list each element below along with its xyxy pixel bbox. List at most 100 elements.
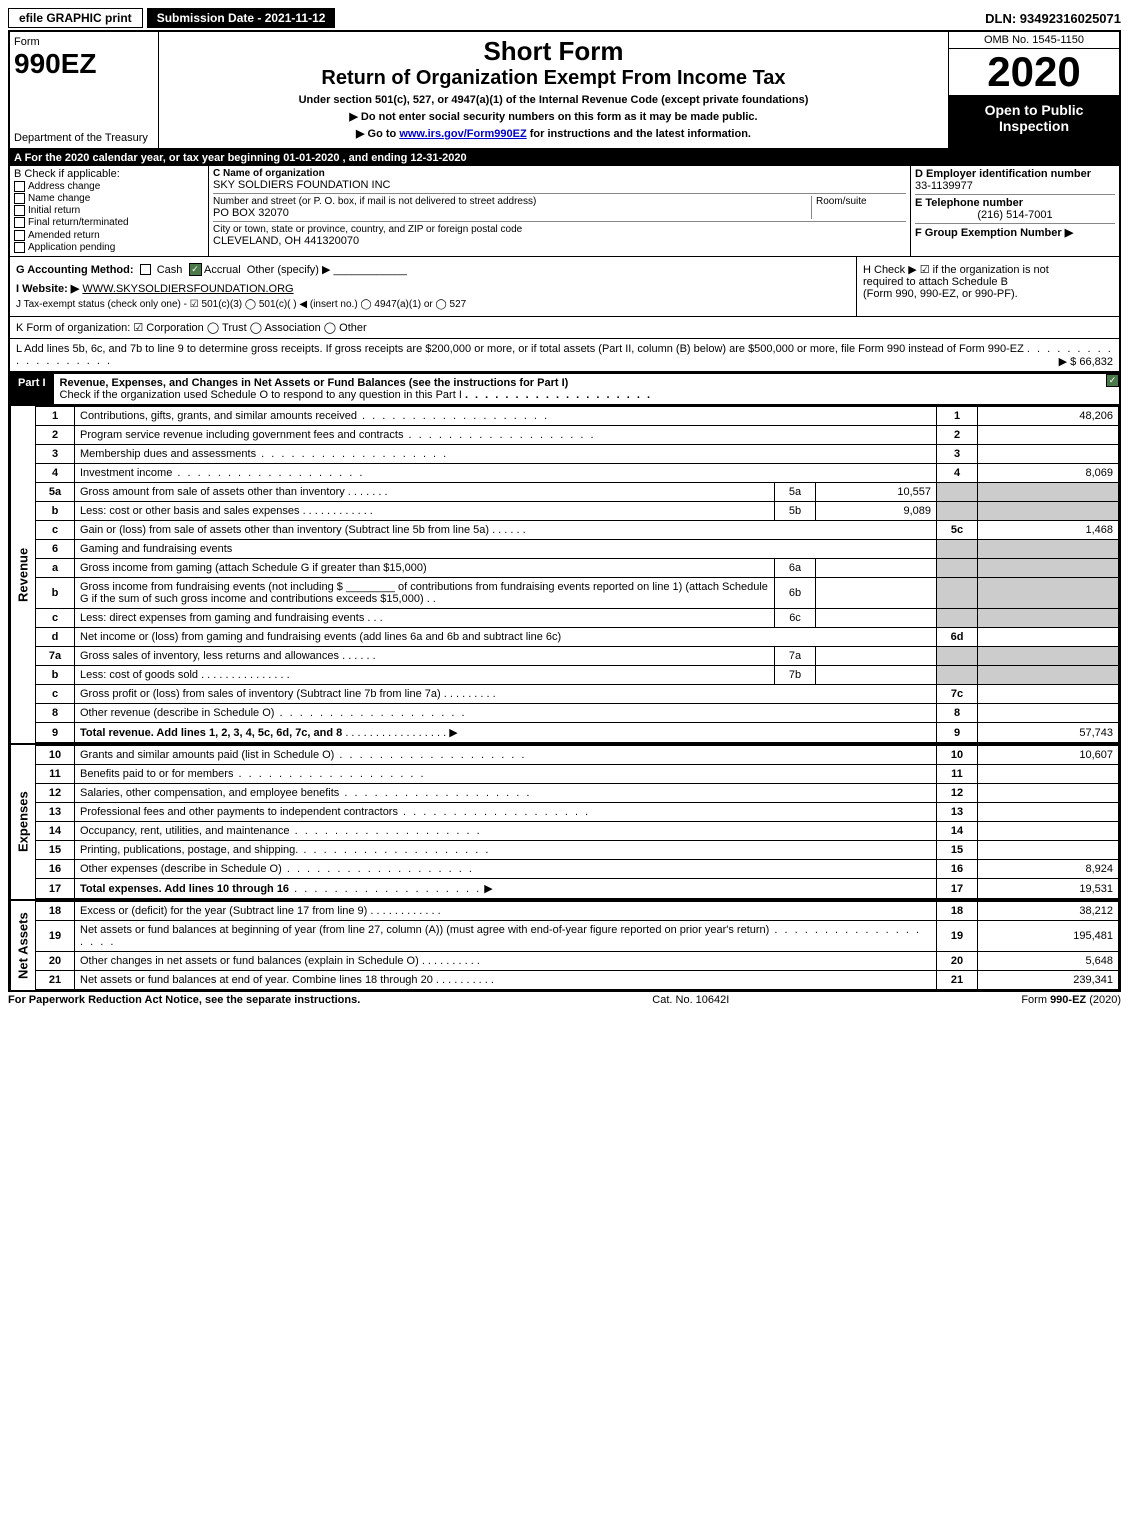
- accrual-label: Accrual: [204, 264, 241, 276]
- right-num: 4: [937, 464, 978, 483]
- line-desc: Occupancy, rent, utilities, and maintena…: [80, 825, 290, 837]
- right-num: 7c: [937, 685, 978, 704]
- table-row: 6Gaming and fundraising events: [36, 540, 1119, 559]
- checkbox-label: Initial return: [28, 205, 80, 216]
- h-line2: required to attach Schedule B: [863, 276, 1113, 288]
- revenue-table: 1Contributions, gifts, grants, and simil…: [35, 406, 1119, 743]
- table-row: c Gain or (loss) from sale of assets othe…: [36, 521, 1119, 540]
- efile-print-button[interactable]: efile GRAPHIC print: [8, 8, 143, 28]
- line-value: [978, 765, 1119, 784]
- checkbox-final-return[interactable]: [14, 217, 25, 228]
- line-desc: Net income or (loss) from gaming and fun…: [75, 628, 937, 647]
- checkbox-label: Application pending: [28, 242, 115, 253]
- checkbox-application-pending[interactable]: [14, 242, 25, 253]
- sub-num: 6b: [775, 578, 816, 609]
- org-name: SKY SOLDIERS FOUNDATION INC: [213, 179, 906, 191]
- sub-value: [816, 647, 937, 666]
- line-value: [978, 841, 1119, 860]
- part1-label: Part I: [10, 374, 54, 404]
- line-num: d: [36, 628, 75, 647]
- table-row: cGross profit or (loss) from sales of in…: [36, 685, 1119, 704]
- line-value: 19,531: [978, 879, 1119, 899]
- sub-num: 7a: [775, 647, 816, 666]
- table-row: 4Investment income48,069: [36, 464, 1119, 483]
- goto-prefix: ▶ Go to: [356, 128, 399, 140]
- table-row: 2 Program service revenue including gover…: [36, 426, 1119, 445]
- addr-label: Number and street (or P. O. box, if mail…: [213, 196, 811, 207]
- line-num: 7a: [36, 647, 75, 666]
- line-desc: Investment income: [80, 467, 172, 479]
- table-row: aGross income from gaming (attach Schedu…: [36, 559, 1119, 578]
- checkbox-initial-return[interactable]: [14, 205, 25, 216]
- page-footer: For Paperwork Reduction Act Notice, see …: [8, 994, 1121, 1006]
- identification-block: B Check if applicable: Address change Na…: [8, 166, 1121, 257]
- telephone-value: (216) 514-7001: [915, 209, 1115, 221]
- expenses-section: Expenses 10Grants and similar amounts pa…: [8, 745, 1121, 901]
- table-row: 10Grants and similar amounts paid (list …: [36, 746, 1119, 765]
- table-row: 16Other expenses (describe in Schedule O…: [36, 860, 1119, 879]
- warning-goto: ▶ Go to www.irs.gov/Form990EZ for instru…: [167, 127, 940, 140]
- website-value[interactable]: WWW.SKYSOLDIERSFOUNDATION.ORG: [82, 283, 293, 295]
- checkbox-name-change[interactable]: [14, 193, 25, 204]
- line-num: 15: [36, 841, 75, 860]
- section-l: L Add lines 5b, 6c, and 7b to line 9 to …: [8, 339, 1121, 373]
- line-desc: Total expenses. Add lines 10 through 16: [80, 883, 289, 895]
- checkbox-amended-return[interactable]: [14, 230, 25, 241]
- line-desc: Total revenue. Add lines 1, 2, 3, 4, 5c,…: [80, 727, 342, 739]
- irs-link[interactable]: www.irs.gov/Form990EZ: [399, 128, 526, 140]
- form-label: Form: [14, 36, 154, 48]
- checkbox-label: Address change: [28, 181, 100, 192]
- checkbox-label: Final return/terminated: [28, 218, 129, 229]
- table-row: 5aGross amount from sale of assets other…: [36, 483, 1119, 502]
- line-num: 13: [36, 803, 75, 822]
- submission-date-label: Submission Date - 2021-11-12: [147, 8, 336, 28]
- line-num: 4: [36, 464, 75, 483]
- section-def: D Employer identification number 33-1139…: [910, 166, 1119, 256]
- h-line1: H Check ▶ ☑ if the organization is not: [863, 263, 1113, 276]
- g-label: G Accounting Method:: [16, 264, 134, 276]
- table-row: 12Salaries, other compensation, and empl…: [36, 784, 1119, 803]
- part1-schedule-o-checkbox[interactable]: ✓: [1106, 374, 1119, 387]
- i-label: I Website: ▶: [16, 283, 79, 295]
- line-num: 18: [36, 902, 75, 921]
- j-label: J Tax-exempt status (check only one) - ☑…: [16, 299, 850, 310]
- table-row: bLess: cost of goods sold . . . . . . . …: [36, 666, 1119, 685]
- table-row: 13Professional fees and other payments t…: [36, 803, 1119, 822]
- warning-ssn: ▶ Do not enter social security numbers o…: [167, 110, 940, 123]
- line-num: 12: [36, 784, 75, 803]
- checkbox-cash[interactable]: [140, 264, 151, 275]
- line-desc: Program service revenue including govern…: [80, 429, 403, 441]
- line-desc: Gross income from gaming (attach Schedul…: [75, 559, 775, 578]
- line-desc: Gaming and fundraising events: [75, 540, 937, 559]
- line-num: 2: [36, 426, 75, 445]
- line-desc: Gain or (loss) from sale of assets other…: [80, 524, 489, 536]
- checkbox-accrual[interactable]: ✓: [189, 263, 202, 276]
- line-value: [978, 445, 1119, 464]
- e-label: E Telephone number: [915, 197, 1023, 209]
- table-row: bLess: cost or other basis and sales exp…: [36, 502, 1119, 521]
- f-label: F Group Exemption Number ▶: [915, 227, 1073, 239]
- other-label: Other (specify) ▶: [247, 264, 331, 276]
- line-num: 19: [36, 921, 75, 952]
- c-label: C Name of organization: [213, 168, 325, 179]
- org-city: CLEVELAND, OH 441320070: [213, 235, 906, 247]
- line-value: [978, 803, 1119, 822]
- short-form-title: Short Form: [167, 36, 940, 67]
- checkbox-label: Name change: [28, 193, 90, 204]
- line-value: [978, 426, 1119, 445]
- line-value: 195,481: [978, 921, 1119, 952]
- part1-title: Revenue, Expenses, and Changes in Net As…: [60, 377, 569, 389]
- table-row: cLess: direct expenses from gaming and f…: [36, 609, 1119, 628]
- line-desc: Gross amount from sale of assets other t…: [80, 486, 345, 498]
- l-text: L Add lines 5b, 6c, and 7b to line 9 to …: [16, 343, 1024, 355]
- return-title: Return of Organization Exempt From Incom…: [167, 67, 940, 90]
- line-num: c: [36, 521, 75, 540]
- right-num: 5c: [937, 521, 978, 540]
- line-num: 17: [36, 879, 75, 899]
- table-row: 21Net assets or fund balances at end of …: [36, 971, 1119, 990]
- checkbox-address-change[interactable]: [14, 181, 25, 192]
- form-header: Form 990EZ Department of the Treasury Sh…: [8, 30, 1121, 150]
- right-num: 18: [937, 902, 978, 921]
- line-num: a: [36, 559, 75, 578]
- line-desc: Excess or (deficit) for the year (Subtra…: [80, 905, 367, 917]
